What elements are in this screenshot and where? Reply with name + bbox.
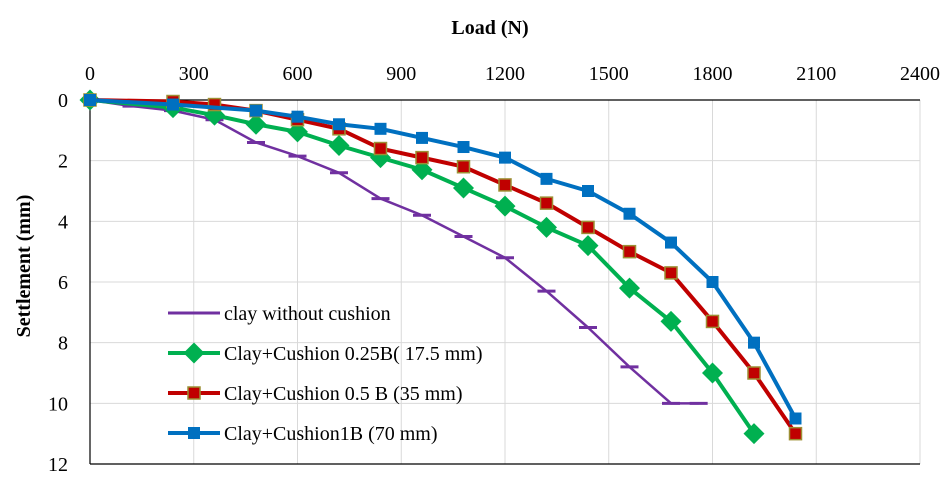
data-point — [167, 98, 179, 111]
legend-swatch-marker — [183, 342, 205, 364]
legend-entry-2: Clay+Cushion 0.5 B (35 mm) — [168, 383, 463, 405]
data-point — [788, 426, 803, 441]
data-point — [702, 362, 723, 384]
y-tick-label: 2 — [58, 151, 68, 173]
data-point — [747, 366, 761, 380]
x-tick-label: 0 — [85, 63, 95, 85]
data-point — [660, 310, 682, 332]
x-axis-title: Load (N) — [451, 17, 528, 39]
data-point — [540, 172, 553, 185]
data-point — [582, 185, 594, 197]
data-point — [705, 314, 720, 329]
data-point — [536, 216, 557, 238]
x-tick-label: 1500 — [589, 63, 629, 85]
data-point — [665, 236, 677, 249]
y-tick-label: 0 — [58, 90, 68, 112]
data-point — [498, 178, 512, 192]
data-point — [457, 141, 470, 154]
x-tick-label: 2400 — [900, 63, 940, 85]
legend-label: Clay+Cushion1B (70 mm) — [224, 423, 438, 445]
data-point — [619, 277, 640, 299]
y-axis-title: Settlement (mm) — [13, 195, 35, 338]
legend-entry-1: Clay+Cushion 0.25B( 17.5 mm) — [168, 342, 483, 365]
data-point — [581, 220, 595, 235]
series-3 — [84, 94, 802, 425]
data-point — [287, 121, 308, 143]
data-point — [416, 131, 428, 144]
series-line — [89, 98, 699, 405]
data-point — [84, 94, 96, 106]
data-point — [291, 110, 304, 123]
legend-swatch-marker — [187, 386, 201, 400]
legend-swatch-marker — [188, 427, 200, 439]
legend: clay without cushion Clay+Cushion 0.25B( … — [168, 303, 483, 445]
x-tick-label: 900 — [386, 63, 416, 85]
data-point — [623, 207, 636, 220]
x-tick-label: 1200 — [485, 63, 525, 85]
y-tick-label: 6 — [58, 272, 68, 294]
data-point — [411, 159, 433, 181]
series-line — [89, 98, 798, 420]
data-point — [456, 159, 471, 174]
data-point — [328, 135, 350, 156]
x-tick-label: 600 — [283, 63, 313, 85]
data-series — [79, 89, 803, 445]
legend-entry-0: clay without cushion — [168, 303, 391, 325]
data-point — [250, 104, 262, 117]
x-tick-label: 1800 — [693, 63, 733, 85]
y-tick-label: 10 — [48, 393, 68, 415]
data-point — [539, 196, 554, 210]
legend-entry-3: Clay+Cushion1B (70 mm) — [168, 423, 438, 445]
data-point — [743, 423, 765, 445]
data-point — [245, 113, 267, 135]
data-point — [499, 151, 511, 164]
data-point — [453, 177, 474, 199]
legend-label: clay without cushion — [224, 303, 391, 325]
legend-label: Clay+Cushion 0.5 B (35 mm) — [224, 383, 463, 405]
data-point — [415, 150, 429, 165]
series-line — [89, 98, 756, 435]
data-point — [494, 195, 516, 217]
axes: 0 300 600 900 1200 1500 1800 2100 2400 0 2 4 6 8 10 12 — [48, 63, 940, 476]
data-point — [706, 276, 719, 288]
y-tick-label: 8 — [58, 333, 68, 355]
data-point — [622, 244, 637, 259]
data-point — [664, 266, 678, 280]
y-tick-label: 12 — [48, 454, 68, 475]
x-tick-label: 300 — [179, 63, 209, 85]
data-point — [373, 141, 388, 156]
legend-label: Clay+Cushion 0.25B( 17.5 mm) — [224, 343, 483, 365]
data-point — [333, 118, 345, 131]
data-point — [577, 235, 599, 257]
data-point — [789, 412, 802, 425]
y-tick-label: 4 — [58, 211, 68, 233]
data-point — [748, 336, 760, 349]
data-point — [374, 122, 387, 135]
x-tick-label: 2100 — [796, 63, 836, 85]
